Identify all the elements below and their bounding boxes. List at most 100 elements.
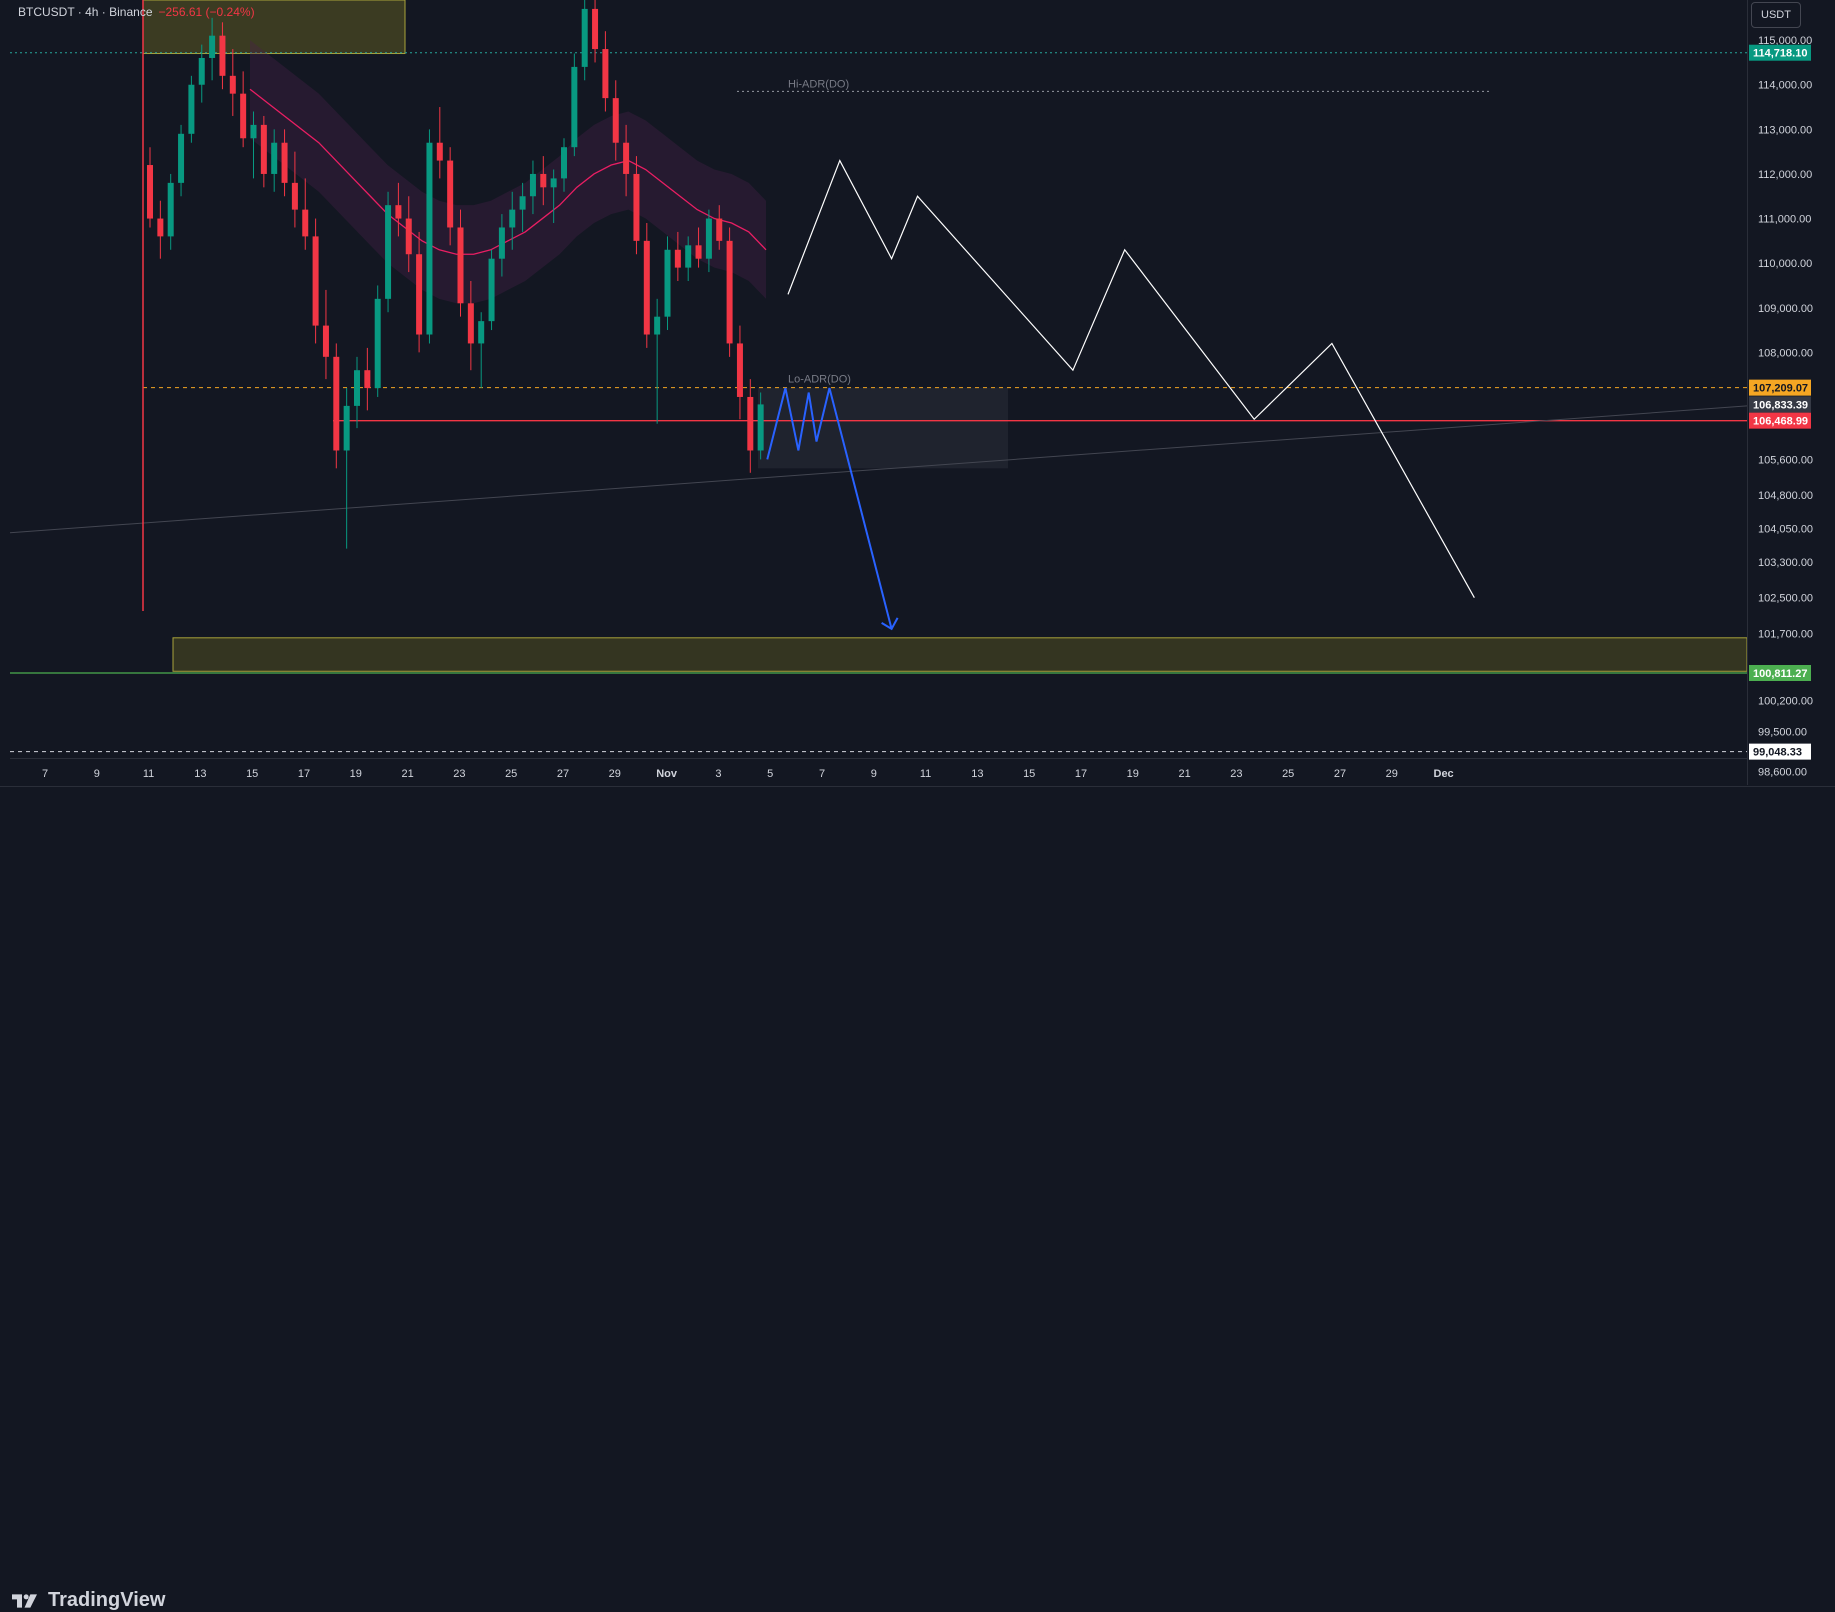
price-tick-label: 111,000.00 (1758, 214, 1811, 226)
price-change: −256.61 (−0.24%) (158, 5, 255, 19)
candle-body (395, 205, 402, 219)
candle-body (229, 75, 236, 94)
price-tag-label: 106,833.39 (1753, 399, 1808, 411)
candle-body (250, 124, 257, 139)
candle-body (685, 245, 692, 268)
candle-body (643, 240, 650, 335)
candle-body (592, 8, 599, 50)
price-tag-dashed (1749, 743, 1811, 760)
candle-body (405, 218, 412, 255)
candle-body (260, 124, 267, 174)
candle-body (354, 370, 360, 406)
time-tick-label: 7 (819, 768, 825, 780)
price-tick-label: 113,000.00 (1758, 124, 1812, 136)
range-zone (758, 387, 1008, 469)
candle-body (488, 258, 495, 322)
candle-body (198, 57, 205, 85)
candle-body (695, 245, 702, 259)
candle-body (561, 147, 567, 179)
time-tick-label: 23 (1230, 768, 1242, 780)
candle-body (726, 240, 733, 344)
tradingview-logo-icon (12, 1593, 37, 1608)
price-tick-label: 102,500.00 (1758, 593, 1813, 605)
currency-selector[interactable]: USDT (1751, 2, 1801, 28)
candle-body (529, 173, 536, 197)
candle-body (167, 182, 174, 237)
candle-body (509, 209, 516, 228)
price-tag-label: 100,811.27 (1753, 668, 1807, 680)
time-tick-label: 7 (42, 768, 48, 780)
candle-body (436, 142, 443, 161)
time-tick-label: 21 (401, 768, 413, 780)
candle-body (188, 84, 195, 134)
price-axis[interactable]: 115,000.00 114,000.00 113,000.00 112,000.00… (1748, 0, 1835, 785)
candle-body (757, 404, 764, 451)
price-tick-label: 101,700.00 (1758, 628, 1813, 640)
candle-body (312, 236, 319, 326)
symbol-label[interactable]: BTCUSDT · 4h · Binance (18, 5, 153, 19)
time-tick-label: 29 (1386, 768, 1398, 780)
price-tag-label: 107,209.07 (1753, 383, 1808, 395)
candle-body (291, 182, 298, 210)
trend-line (9, 405, 1748, 534)
time-tick-label: 11 (143, 768, 154, 780)
price-tick-label: 114,000.00 (1758, 80, 1812, 92)
time-tick-label: 5 (767, 768, 773, 780)
candle-body (385, 205, 392, 299)
candle-body (426, 142, 433, 335)
candle-body (178, 133, 185, 183)
candle-body (219, 35, 226, 76)
demand-zone (172, 637, 1748, 672)
price-tag-green-line (1749, 44, 1811, 61)
lo-adr-label: Lo-ADR(DO) (788, 374, 851, 386)
blue-arrow-head (881, 617, 899, 631)
candle-body (333, 356, 340, 451)
candle-body (240, 93, 247, 139)
candle-body (747, 396, 754, 451)
candle-body (498, 227, 505, 259)
tradingview-logo[interactable]: TradingView (12, 1589, 165, 1612)
candle-body (467, 303, 474, 344)
time-tick-label: 19 (1127, 768, 1139, 780)
candle-body (550, 178, 557, 188)
candle-body (374, 298, 381, 389)
candle-body (716, 218, 723, 241)
price-tick-label: 104,800.00 (1758, 490, 1813, 502)
time-tick-label: 25 (505, 768, 517, 780)
time-tick-label: 27 (1334, 768, 1346, 780)
candle-body (322, 325, 329, 357)
price-tag-lo-adr (1749, 379, 1811, 396)
time-tick-label: 11 (920, 768, 931, 780)
candle-body (302, 209, 309, 237)
ma-band (250, 40, 766, 304)
price-tick-label: 103,300.00 (1758, 557, 1813, 569)
candle-body (157, 218, 164, 237)
white-projection-path (787, 159, 1475, 598)
symbol-header[interactable]: BTCUSDT · 4h · Binance −256.61 (−0.24%) (18, 5, 255, 19)
price-tag-label: 114,718.10 (1753, 48, 1807, 60)
candle-body (581, 8, 588, 67)
chart-pane[interactable]: Hi-ADR(DO) Lo-ADR(DO) (9, 0, 1748, 785)
price-tick-label: 99,500.00 (1758, 726, 1807, 738)
candle-body (457, 227, 464, 304)
time-tick-label: Dec (1434, 768, 1454, 780)
candle-body (654, 316, 661, 335)
price-tick-label: 109,000.00 (1758, 303, 1813, 315)
time-tick-label: 23 (453, 768, 465, 780)
price-tag-support (1749, 664, 1811, 681)
time-scale[interactable]: 7 9 11 13 15 17 19 21 23 25 27 29 Nov 3 5 7 9 11 13 15 17 19 2… (10, 758, 1747, 786)
candle-body (571, 66, 578, 148)
price-tag-label: 99,048.33 (1753, 747, 1802, 759)
candle-body (664, 249, 671, 317)
price-tick-label: 100,200.00 (1758, 695, 1813, 707)
candle-body (416, 254, 423, 335)
hi-adr-label: Hi-ADR(DO) (788, 78, 849, 90)
time-axis[interactable]: 7 9 11 13 15 17 19 21 23 25 27 29 Nov 3 5 7 9 11 13 15 17 19 2… (10, 759, 1747, 786)
candle-body (519, 196, 526, 210)
candle-body (623, 142, 630, 174)
time-tick-label: 13 (194, 768, 206, 780)
price-scale[interactable]: 115,000.00 114,000.00 113,000.00 112,000.00… (1747, 0, 1835, 785)
price-tick-label: 112,000.00 (1758, 169, 1812, 181)
time-tick-label: 17 (298, 768, 310, 780)
price-chart[interactable]: Hi-ADR(DO) Lo-ADR(DO) (9, 0, 1748, 758)
